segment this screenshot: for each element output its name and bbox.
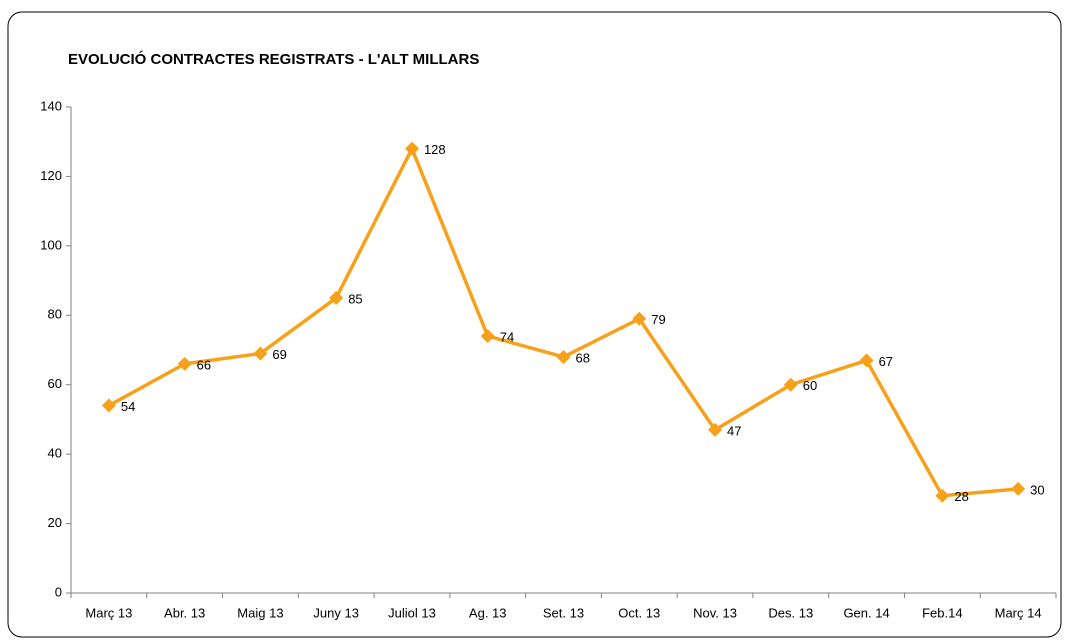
y-tick-label: 20 — [48, 515, 62, 530]
chart-frame — [7, 11, 1062, 638]
data-label: 69 — [272, 347, 286, 362]
data-label: 28 — [954, 489, 968, 504]
data-label: 60 — [803, 378, 817, 393]
x-tick-label: Juny 13 — [313, 605, 359, 620]
data-label: 74 — [500, 330, 514, 345]
x-tick-label: Oct. 13 — [618, 605, 660, 620]
x-tick-label: Des. 13 — [768, 605, 813, 620]
data-point — [632, 311, 647, 326]
x-tick-label: Maig 13 — [237, 605, 283, 620]
data-label: 54 — [121, 399, 135, 414]
x-tick-label: Ag. 13 — [469, 605, 507, 620]
x-tick-label: Feb.14 — [922, 605, 962, 620]
data-point — [708, 422, 723, 437]
y-tick-label: 100 — [40, 237, 62, 252]
data-label: 67 — [879, 354, 893, 369]
y-tick-label: 80 — [48, 307, 62, 322]
data-point — [404, 141, 419, 156]
x-tick-label: Març 13 — [85, 605, 132, 620]
x-tick-label: Març 14 — [995, 605, 1042, 620]
data-point — [329, 290, 344, 305]
data-label: 128 — [424, 142, 446, 157]
x-tick-label: Nov. 13 — [693, 605, 737, 620]
y-tick-label: 140 — [40, 98, 62, 113]
data-label: 47 — [727, 423, 741, 438]
data-label: 68 — [576, 350, 590, 365]
data-point — [177, 356, 192, 371]
chart-title: EVOLUCIÓ CONTRACTES REGISTRATS - L'ALT M… — [68, 50, 479, 68]
data-label: 30 — [1030, 482, 1044, 497]
data-label: 66 — [197, 357, 211, 372]
data-point — [1011, 481, 1026, 496]
x-tick-label: Gen. 14 — [843, 605, 889, 620]
y-tick-label: 60 — [48, 376, 62, 391]
y-tick-label: 120 — [40, 168, 62, 183]
y-tick-label: 0 — [55, 584, 62, 599]
x-tick-label: Juliol 13 — [388, 605, 436, 620]
data-point — [101, 398, 116, 413]
data-point — [859, 353, 874, 368]
data-point — [556, 349, 571, 364]
data-point — [253, 346, 268, 361]
x-tick-label: Abr. 13 — [164, 605, 205, 620]
data-point — [935, 488, 950, 503]
data-point — [783, 377, 798, 392]
data-label: 85 — [348, 291, 362, 306]
x-tick-label: Set. 13 — [543, 605, 584, 620]
y-tick-label: 40 — [48, 446, 62, 461]
data-point — [480, 329, 495, 344]
data-label: 79 — [651, 312, 665, 327]
